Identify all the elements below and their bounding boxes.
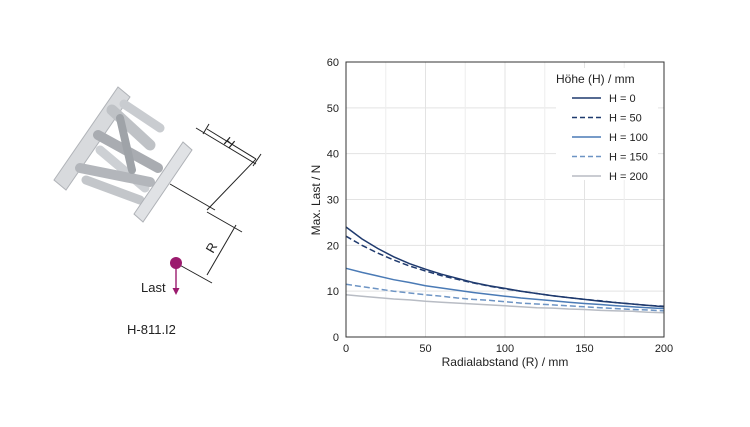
chart: 0 50 100 150 200 0 10 20 30 40 50 60 Radialabstand… — [309, 57, 673, 369]
legend-items: H = 0 H = 50 H = 100 H = 150 H = 200 — [572, 93, 648, 183]
legend-background — [556, 68, 658, 180]
legend-label: H = 200 — [609, 171, 648, 183]
model-label: H-811.I2 — [127, 322, 176, 337]
dimension-h — [169, 123, 262, 211]
x-tick-label: 200 — [655, 343, 673, 355]
y-tick-label: 60 — [327, 57, 339, 69]
x-tick-label: 50 — [419, 343, 431, 355]
hexapod-illustration: H R Last H-811.I2 — [53, 86, 262, 337]
y-tick-label: 20 — [327, 240, 339, 252]
series-line — [345, 283, 665, 312]
load-point — [170, 257, 182, 269]
dimension-r — [175, 211, 243, 284]
dimension-r-label: R — [203, 240, 221, 256]
plot-frame — [345, 61, 665, 338]
y-tick-label: 30 — [327, 195, 339, 207]
dimension-h-label: H — [221, 134, 238, 152]
series-line — [345, 294, 665, 314]
hexapod-struts — [75, 99, 165, 205]
legend-label: H = 150 — [609, 152, 648, 164]
x-tick-label: 100 — [496, 343, 514, 355]
load-arrow-head — [172, 288, 180, 295]
y-tick-label: 10 — [327, 286, 339, 298]
load-label: Last — [141, 280, 166, 295]
legend-label: H = 100 — [609, 132, 648, 144]
y-axis-title: Max. Last / N — [309, 165, 323, 236]
x-axis-ticks: 0 50 100 150 200 — [343, 343, 673, 355]
x-tick-label: 150 — [575, 343, 593, 355]
y-tick-label: 40 — [327, 149, 339, 161]
series-line — [345, 235, 665, 308]
legend-title: Höhe (H) / mm — [556, 72, 635, 86]
chart-series — [345, 226, 665, 314]
y-tick-label: 0 — [333, 332, 339, 344]
hexapod-top-plate — [133, 141, 193, 223]
y-tick-label: 50 — [327, 103, 339, 115]
x-tick-label: 0 — [343, 343, 349, 355]
series-line — [345, 267, 665, 310]
y-axis-ticks: 0 10 20 30 40 50 60 — [327, 57, 339, 344]
x-axis-title: Radialabstand (R) / mm — [442, 355, 569, 369]
legend-label: H = 50 — [609, 113, 642, 125]
legend-label: H = 0 — [609, 93, 636, 105]
